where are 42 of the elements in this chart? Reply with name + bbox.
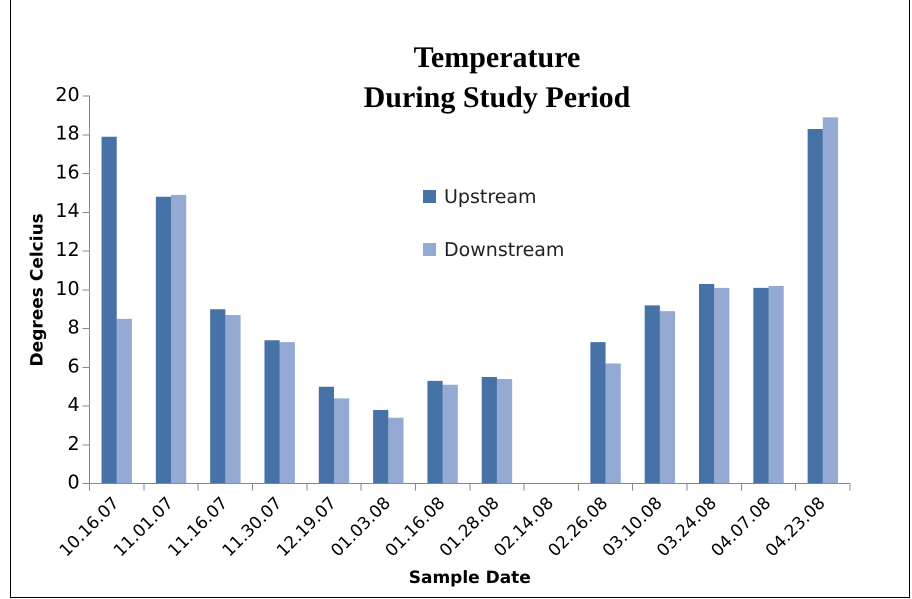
bar: [210, 309, 226, 484]
bar: [156, 196, 172, 484]
bar: [373, 410, 388, 484]
bar: [590, 342, 606, 484]
y-tick-label: 8: [67, 316, 80, 339]
bar: [442, 384, 458, 484]
y-axis-title: Degrees Celcius: [28, 213, 48, 366]
bar: [660, 311, 676, 484]
bar: [753, 288, 769, 484]
y-tick-label: 0: [67, 472, 80, 494]
chart-title: Temperature During Study Period: [362, 40, 632, 116]
legend-label: Downstream: [443, 238, 564, 262]
y-tick-label: 20: [55, 84, 80, 106]
bar: [264, 340, 280, 484]
legend-label: Upstream: [443, 184, 538, 210]
y-tick-label: 16: [55, 161, 80, 184]
bar: [699, 284, 714, 484]
y-tick-label: 10: [55, 278, 80, 300]
bar: [280, 342, 295, 484]
x-axis-title: Sample Date: [408, 568, 531, 588]
bar: [808, 128, 823, 484]
bar: [318, 386, 334, 484]
bar: [171, 194, 186, 484]
y-tick-label: 18: [55, 122, 80, 145]
bar: [482, 377, 497, 484]
bar: [768, 286, 784, 484]
bar: [714, 288, 730, 484]
bar: [427, 380, 443, 484]
y-tick-label: 4: [67, 394, 80, 416]
y-tick-label: 2: [67, 432, 80, 455]
bar: [822, 117, 838, 484]
bar: [606, 363, 621, 484]
bar: [102, 136, 117, 484]
y-tick-label: 12: [55, 238, 80, 261]
bar: [334, 398, 350, 484]
y-tick-label: 14: [55, 200, 80, 222]
bar: [496, 378, 512, 484]
bar: [116, 318, 132, 484]
bar: [225, 315, 241, 484]
bar: [644, 305, 660, 484]
y-tick-label: 6: [67, 355, 80, 378]
bar: [388, 418, 404, 484]
